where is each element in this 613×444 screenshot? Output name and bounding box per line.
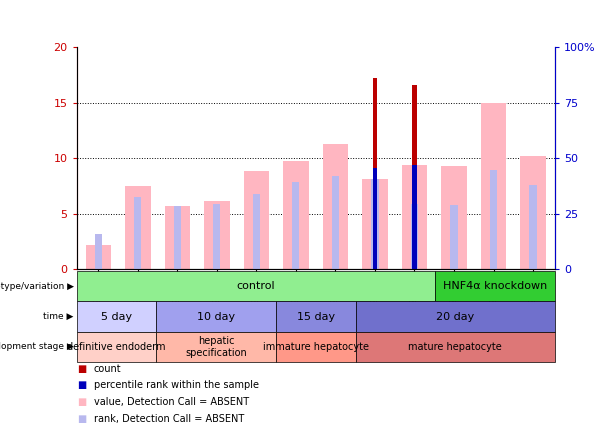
Bar [134,197,142,269]
Bar [481,103,506,269]
Text: hepatic
specification: hepatic specification [185,336,247,357]
Text: HNF4α knockdown: HNF4α knockdown [443,281,547,291]
Bar [95,234,102,269]
Text: ■: ■ [77,397,86,407]
Text: ■: ■ [77,414,86,424]
Bar [412,85,417,269]
Text: mature hepatocyte: mature hepatocyte [408,342,502,352]
Bar [253,194,260,269]
Text: immature hepatocyte: immature hepatocyte [263,342,368,352]
Bar [373,168,378,269]
Bar [86,245,111,269]
Bar [322,144,348,269]
Bar [412,165,417,269]
Text: rank, Detection Call = ABSENT: rank, Detection Call = ABSENT [94,414,244,424]
Text: 15 day: 15 day [297,312,335,321]
Bar [441,166,467,269]
Bar [530,185,536,269]
Text: time ▶: time ▶ [43,312,74,321]
Bar [373,78,378,269]
Bar [402,165,427,269]
Bar [451,205,457,269]
Bar [204,202,230,269]
Text: 10 day: 10 day [197,312,235,321]
Text: ■: ■ [77,381,86,390]
Text: genotype/variation ▶: genotype/variation ▶ [0,282,74,291]
Bar [125,186,151,269]
Text: development stage ▶: development stage ▶ [0,342,74,351]
Bar [292,182,300,269]
Text: value, Detection Call = ABSENT: value, Detection Call = ABSENT [94,397,249,407]
Bar [174,206,181,269]
Bar [411,203,418,269]
Bar [332,176,339,269]
Text: 20 day: 20 day [436,312,474,321]
Bar [520,156,546,269]
Text: count: count [94,364,121,373]
Bar [371,179,378,269]
Bar [164,206,190,269]
Text: control: control [237,281,275,291]
Bar [243,171,269,269]
Bar [362,179,388,269]
Text: percentile rank within the sample: percentile rank within the sample [94,381,259,390]
Bar [213,203,221,269]
Bar [283,162,309,269]
Bar [490,170,497,269]
Text: definitive endoderm: definitive endoderm [67,342,166,352]
Text: ■: ■ [77,364,86,373]
Text: 5 day: 5 day [101,312,132,321]
